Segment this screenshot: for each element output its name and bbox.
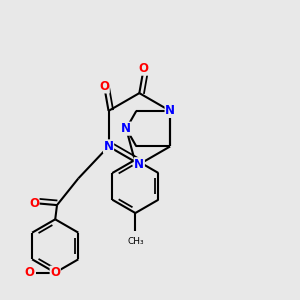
Text: O: O <box>99 80 109 93</box>
Text: O: O <box>24 266 34 279</box>
Text: N: N <box>103 140 113 153</box>
Text: O: O <box>29 196 39 210</box>
Text: N: N <box>121 122 131 135</box>
Text: CH₃: CH₃ <box>127 237 144 246</box>
Text: O: O <box>50 266 60 279</box>
Text: N: N <box>134 158 144 171</box>
Text: N: N <box>165 104 175 117</box>
Text: O: O <box>139 62 149 75</box>
